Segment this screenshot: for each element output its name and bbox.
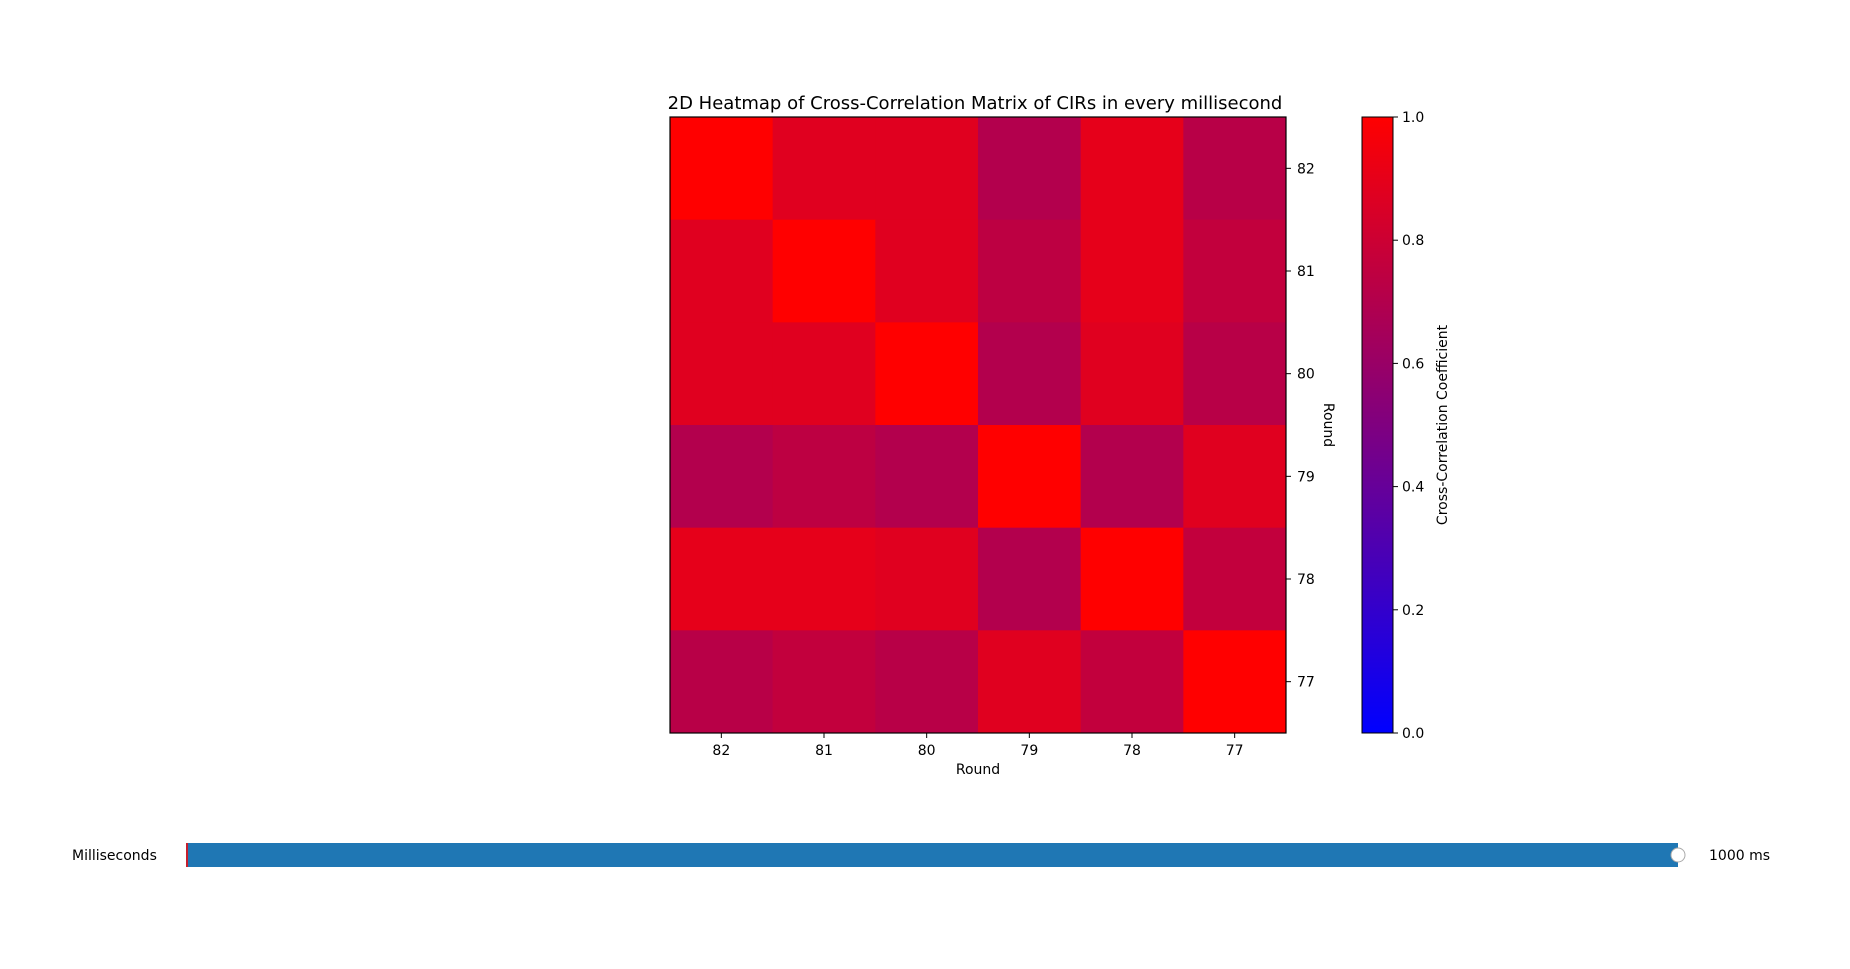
heatmap-cell (1080, 527, 1184, 631)
heatmap-cell (772, 117, 876, 221)
y-tick-label: 82 (1297, 161, 1315, 177)
heatmap-cell (978, 630, 1082, 734)
heatmap-cell (670, 219, 774, 323)
heatmap-cell (978, 527, 1082, 631)
y-tick-label: 81 (1297, 264, 1315, 280)
heatmap-cell (670, 322, 774, 426)
x-axis-ticks: 82 81 80 79 78 77 (712, 733, 1244, 759)
y-tick-label: 78 (1297, 572, 1315, 588)
y-tick-label: 80 (1297, 367, 1315, 383)
heatmap-cell (1080, 219, 1184, 323)
heatmap-cell (978, 322, 1082, 426)
x-tick-label: 82 (712, 743, 730, 759)
heatmap-cell (670, 630, 774, 734)
heatmap-cell (772, 425, 876, 529)
colorbar-tick-label: 1.0 (1402, 110, 1424, 126)
heatmap-cell (772, 630, 876, 734)
heatmap-cell (875, 219, 979, 323)
heatmap-cell (1183, 322, 1287, 426)
heatmap-cell (978, 117, 1082, 221)
heatmap-cell (1080, 322, 1184, 426)
y-tick-label: 77 (1297, 675, 1315, 691)
x-tick-label: 77 (1226, 743, 1244, 759)
slider-value: 1000 ms (1709, 848, 1770, 864)
heatmap-cell (1080, 630, 1184, 734)
heatmap-cell (1183, 117, 1287, 221)
heatmap-cell (875, 322, 979, 426)
heatmap-cell (1080, 425, 1184, 529)
heatmap-cell (670, 527, 774, 631)
y-tick-label: 79 (1297, 469, 1315, 485)
slider-label: Milliseconds (72, 848, 157, 864)
y-axis-ticks: 82 81 80 79 78 77 (1286, 161, 1315, 691)
heatmap-cell (670, 425, 774, 529)
heatmap-cell (1183, 527, 1287, 631)
chart-title: 2D Heatmap of Cross-Correlation Matrix o… (668, 93, 1283, 114)
colorbar-tick-label: 0.8 (1402, 233, 1424, 249)
colorbar-ticks: 0.0 0.2 0.4 0.6 0.8 1.0 (1393, 110, 1424, 742)
slider-track[interactable] (186, 843, 1678, 867)
colorbar-tick-label: 0.4 (1402, 480, 1424, 496)
heatmap-cell (1080, 117, 1184, 221)
heatmap-cell (978, 425, 1082, 529)
x-tick-label: 80 (918, 743, 936, 759)
heatmap-cells (670, 117, 1287, 734)
x-tick-label: 81 (815, 743, 833, 759)
colorbar-tick-label: 0.2 (1402, 603, 1424, 619)
colorbar-label: Cross-Correlation Coefficient (1435, 324, 1451, 525)
heatmap-cell (1183, 219, 1287, 323)
colorbar-tick-label: 0.0 (1402, 726, 1424, 742)
heatmap-cell (772, 322, 876, 426)
heatmap-cell (875, 117, 979, 221)
heatmap-cell (1183, 630, 1287, 734)
heatmap-cell (875, 527, 979, 631)
colorbar (1361, 116, 1394, 734)
heatmap-cell (875, 630, 979, 734)
heatmap-cell (1183, 425, 1287, 529)
heatmap-cell (978, 219, 1082, 323)
heatmap-cell (670, 117, 774, 221)
heatmap-cell (772, 527, 876, 631)
y-axis-label: Round (1320, 403, 1336, 447)
slider-handle[interactable] (1670, 847, 1686, 863)
colorbar-tick-label: 0.6 (1402, 356, 1424, 372)
heatmap-frame (669, 116, 1287, 734)
x-tick-label: 78 (1123, 743, 1141, 759)
heatmap-cell (772, 219, 876, 323)
heatmap-cell (875, 425, 979, 529)
x-tick-label: 79 (1020, 743, 1038, 759)
x-axis-label: Round (956, 762, 1000, 778)
